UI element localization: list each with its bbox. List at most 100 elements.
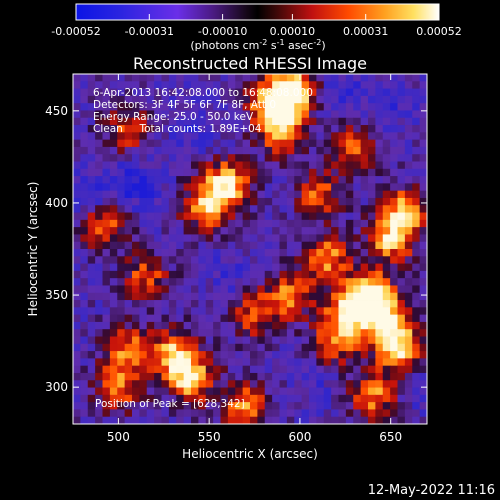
heatmap-cell xyxy=(279,74,288,82)
heatmap-cell xyxy=(309,176,317,184)
heatmap-cell xyxy=(404,387,413,396)
heatmap-cell xyxy=(294,183,303,192)
heatmap-cell xyxy=(146,95,155,104)
heatmap-cell xyxy=(301,343,310,352)
heatmap-cell xyxy=(331,285,339,294)
heatmap-cell xyxy=(124,263,133,272)
heatmap-cell xyxy=(205,314,214,323)
heatmap-cell xyxy=(242,343,251,352)
heatmap-cell xyxy=(102,219,111,228)
heatmap-cell xyxy=(353,300,362,308)
heatmap-cell xyxy=(139,343,148,352)
heatmap-cell xyxy=(87,81,96,89)
heatmap-cell xyxy=(109,365,118,374)
heatmap-cell xyxy=(139,256,148,264)
heatmap-cell xyxy=(257,146,266,155)
heatmap-cell xyxy=(191,278,199,286)
heatmap-cell xyxy=(213,81,221,89)
heatmap-cell xyxy=(316,365,325,374)
heatmap-cell xyxy=(382,285,391,294)
heatmap-cell xyxy=(205,380,214,388)
heatmap-cell xyxy=(353,249,362,257)
heatmap-cell xyxy=(279,380,288,388)
heatmap-cell xyxy=(132,168,140,177)
heatmap-cell xyxy=(161,402,170,410)
heatmap-cell xyxy=(419,285,428,294)
heatmap-cell xyxy=(390,263,398,272)
heatmap-cell xyxy=(176,234,185,243)
heatmap-cell xyxy=(286,321,295,330)
heatmap-cell xyxy=(73,117,81,126)
heatmap-cell xyxy=(73,168,81,177)
heatmap-cell xyxy=(168,336,177,345)
heatmap-cell xyxy=(117,372,126,381)
heatmap-cell xyxy=(95,110,103,119)
heatmap-cell xyxy=(368,132,376,141)
heatmap-cell xyxy=(345,212,354,221)
heatmap-cell xyxy=(412,154,421,162)
heatmap-cell xyxy=(360,227,369,235)
heatmap-cell xyxy=(95,307,103,316)
heatmap-cell xyxy=(382,219,391,228)
heatmap-cell xyxy=(168,117,177,126)
heatmap-cell xyxy=(132,205,140,213)
heatmap-cell xyxy=(331,321,339,330)
heatmap-cell xyxy=(353,125,362,133)
heatmap-cell xyxy=(375,372,384,381)
heatmap-cell xyxy=(294,74,303,82)
heatmap-cell xyxy=(286,285,295,294)
heatmap-cell xyxy=(95,263,103,272)
heatmap-cell xyxy=(227,103,236,111)
heatmap-cell xyxy=(382,117,391,126)
heatmap-cell xyxy=(80,300,89,308)
heatmap-cell xyxy=(139,416,148,425)
heatmap-cell xyxy=(323,387,332,396)
heatmap-cell xyxy=(161,416,170,425)
heatmap-cell xyxy=(375,176,384,184)
heatmap-cell xyxy=(213,125,221,133)
heatmap-cell xyxy=(353,139,362,148)
heatmap-cell xyxy=(80,219,89,228)
heatmap-cell xyxy=(124,321,133,330)
heatmap-cell xyxy=(109,74,118,82)
heatmap-cell xyxy=(161,176,170,184)
heatmap-cell xyxy=(264,365,273,374)
heatmap-cell xyxy=(338,183,347,192)
heatmap-cell xyxy=(323,285,332,294)
heatmap-cell xyxy=(198,146,207,155)
heatmap-cell xyxy=(80,409,89,418)
heatmap-cell xyxy=(73,394,81,403)
heatmap-cell xyxy=(198,125,207,133)
heatmap-cell xyxy=(397,227,406,235)
heatmap-cell xyxy=(338,372,347,381)
heatmap-cell xyxy=(124,117,133,126)
heatmap-cell xyxy=(264,161,273,170)
heatmap-cell xyxy=(316,132,325,141)
heatmap-cell xyxy=(272,365,280,374)
heatmap-cell xyxy=(102,249,111,257)
heatmap-cell xyxy=(286,139,295,148)
heatmap-cell xyxy=(316,329,325,337)
heatmap-cell xyxy=(286,146,295,155)
heatmap-cell xyxy=(331,292,339,301)
heatmap-cell xyxy=(168,234,177,243)
heatmap-cell xyxy=(213,365,221,374)
heatmap-cell xyxy=(331,380,339,388)
heatmap-cell xyxy=(176,285,185,294)
heatmap-cell xyxy=(242,394,251,403)
heatmap-cell xyxy=(176,402,185,410)
heatmap-cell xyxy=(316,300,325,308)
heatmap-cell xyxy=(404,168,413,177)
heatmap-cell xyxy=(272,416,280,425)
heatmap-cell xyxy=(80,197,89,206)
heatmap-cell xyxy=(264,190,273,199)
heatmap-cell xyxy=(191,95,199,104)
heatmap-cell xyxy=(146,358,155,367)
heatmap-cell xyxy=(323,307,332,316)
heatmap-cell xyxy=(368,103,376,111)
heatmap-cell xyxy=(390,212,398,221)
heatmap-cell xyxy=(286,241,295,250)
heatmap-cell xyxy=(161,314,170,323)
heatmap-cell xyxy=(375,212,384,221)
heatmap-cell xyxy=(95,81,103,89)
